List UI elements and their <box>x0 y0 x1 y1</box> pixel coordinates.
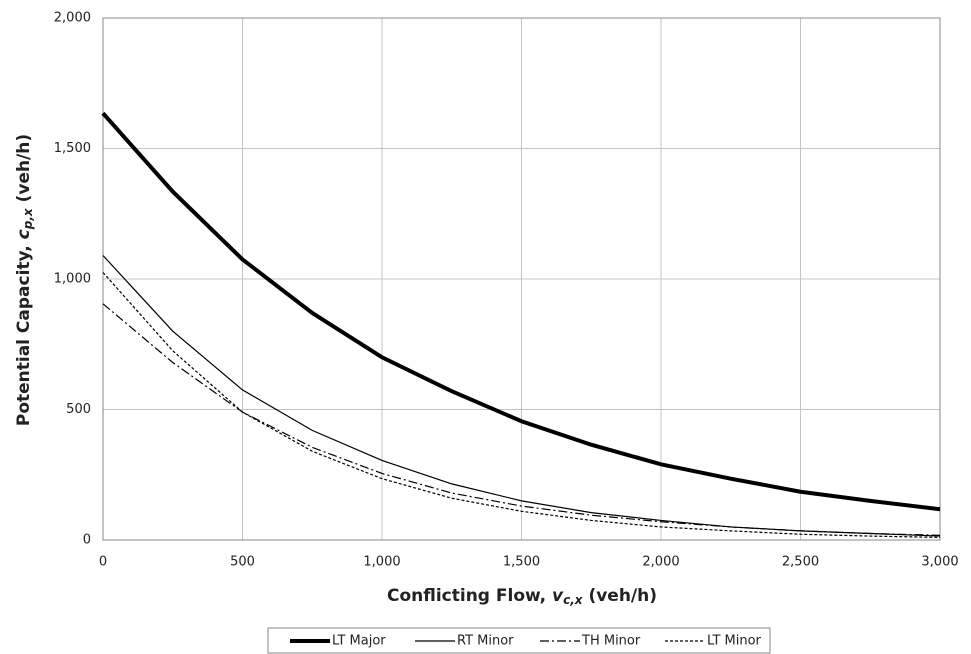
x-axis-label: Conflicting Flow, vc,x (veh/h) <box>387 586 657 607</box>
series-line <box>102 272 941 538</box>
x-tick-label: 500 <box>230 555 255 570</box>
legend-label: TH Minor <box>581 634 641 649</box>
y-axis-label: Potential Capacity, cp,x (veh/h) <box>14 134 35 426</box>
x-tick-label: 2,500 <box>782 555 819 570</box>
legend-label: LT Major <box>332 634 386 649</box>
x-label-unit: (veh/h) <box>583 586 657 606</box>
x-tick-label: 2,000 <box>642 555 679 570</box>
series-line <box>101 111 941 512</box>
x-label-var: v <box>552 586 564 606</box>
y-label-var: c <box>14 229 34 239</box>
x-tick-label: 1,500 <box>503 555 540 570</box>
y-label-unit: (veh/h) <box>14 134 34 208</box>
legend-label: RT Minor <box>457 634 514 649</box>
x-label-text: Conflicting Flow, <box>387 586 552 606</box>
plot-frame <box>102 17 941 541</box>
y-tick-label: 1,000 <box>54 272 91 287</box>
x-tick-label: 3,000 <box>921 555 958 570</box>
y-label-sub: p,x <box>21 207 35 230</box>
x-label-sub: c,x <box>563 593 584 607</box>
y-label-text: Potential Capacity, <box>14 239 34 426</box>
y-tick-label: 500 <box>66 402 91 417</box>
x-tick-label: 1,000 <box>363 555 400 570</box>
legend-label: LT Minor <box>707 634 762 649</box>
x-tick-label: 0 <box>99 555 107 570</box>
y-tick-label: 0 <box>83 533 91 548</box>
y-tick-label: 2,000 <box>54 11 91 26</box>
y-tick-label: 1,500 <box>54 141 91 156</box>
